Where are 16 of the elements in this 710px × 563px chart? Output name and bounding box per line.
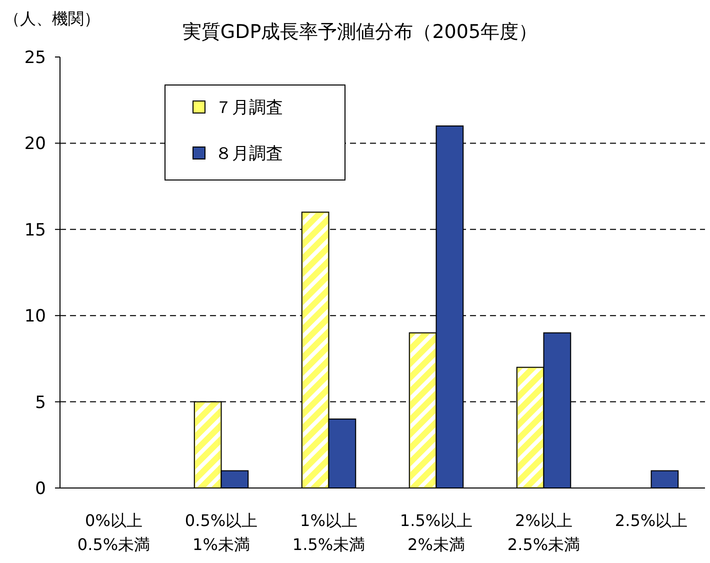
y-tick-label: 20 — [24, 134, 46, 154]
y-tick-label: 5 — [35, 392, 46, 413]
x-tick-label: 2.5%以上 — [614, 511, 688, 530]
y-tick-label: 10 — [24, 306, 46, 327]
x-tick-label: 1%以上 1.5%未満 — [292, 511, 366, 554]
x-tick-label: 0.5%以上 1%未満 — [184, 511, 258, 554]
x-tick-label: 0%以上 0.5%未満 — [77, 511, 150, 554]
x-tick-label: 2%以上 2.5%未満 — [507, 511, 580, 554]
legend-label: ８月調査 — [215, 144, 283, 164]
legend-label: ７月調査 — [215, 98, 283, 118]
chart-title: 実質GDP成長率予測値分布（2005年度） — [182, 21, 538, 43]
y-tick-label: 0 — [35, 479, 46, 499]
y-axis-title: （人、機関） — [4, 9, 100, 28]
y-tick-label: 25 — [24, 48, 46, 68]
x-tick-label: 1.5%以上 2%未満 — [400, 511, 473, 554]
y-tick-label: 15 — [24, 220, 46, 240]
